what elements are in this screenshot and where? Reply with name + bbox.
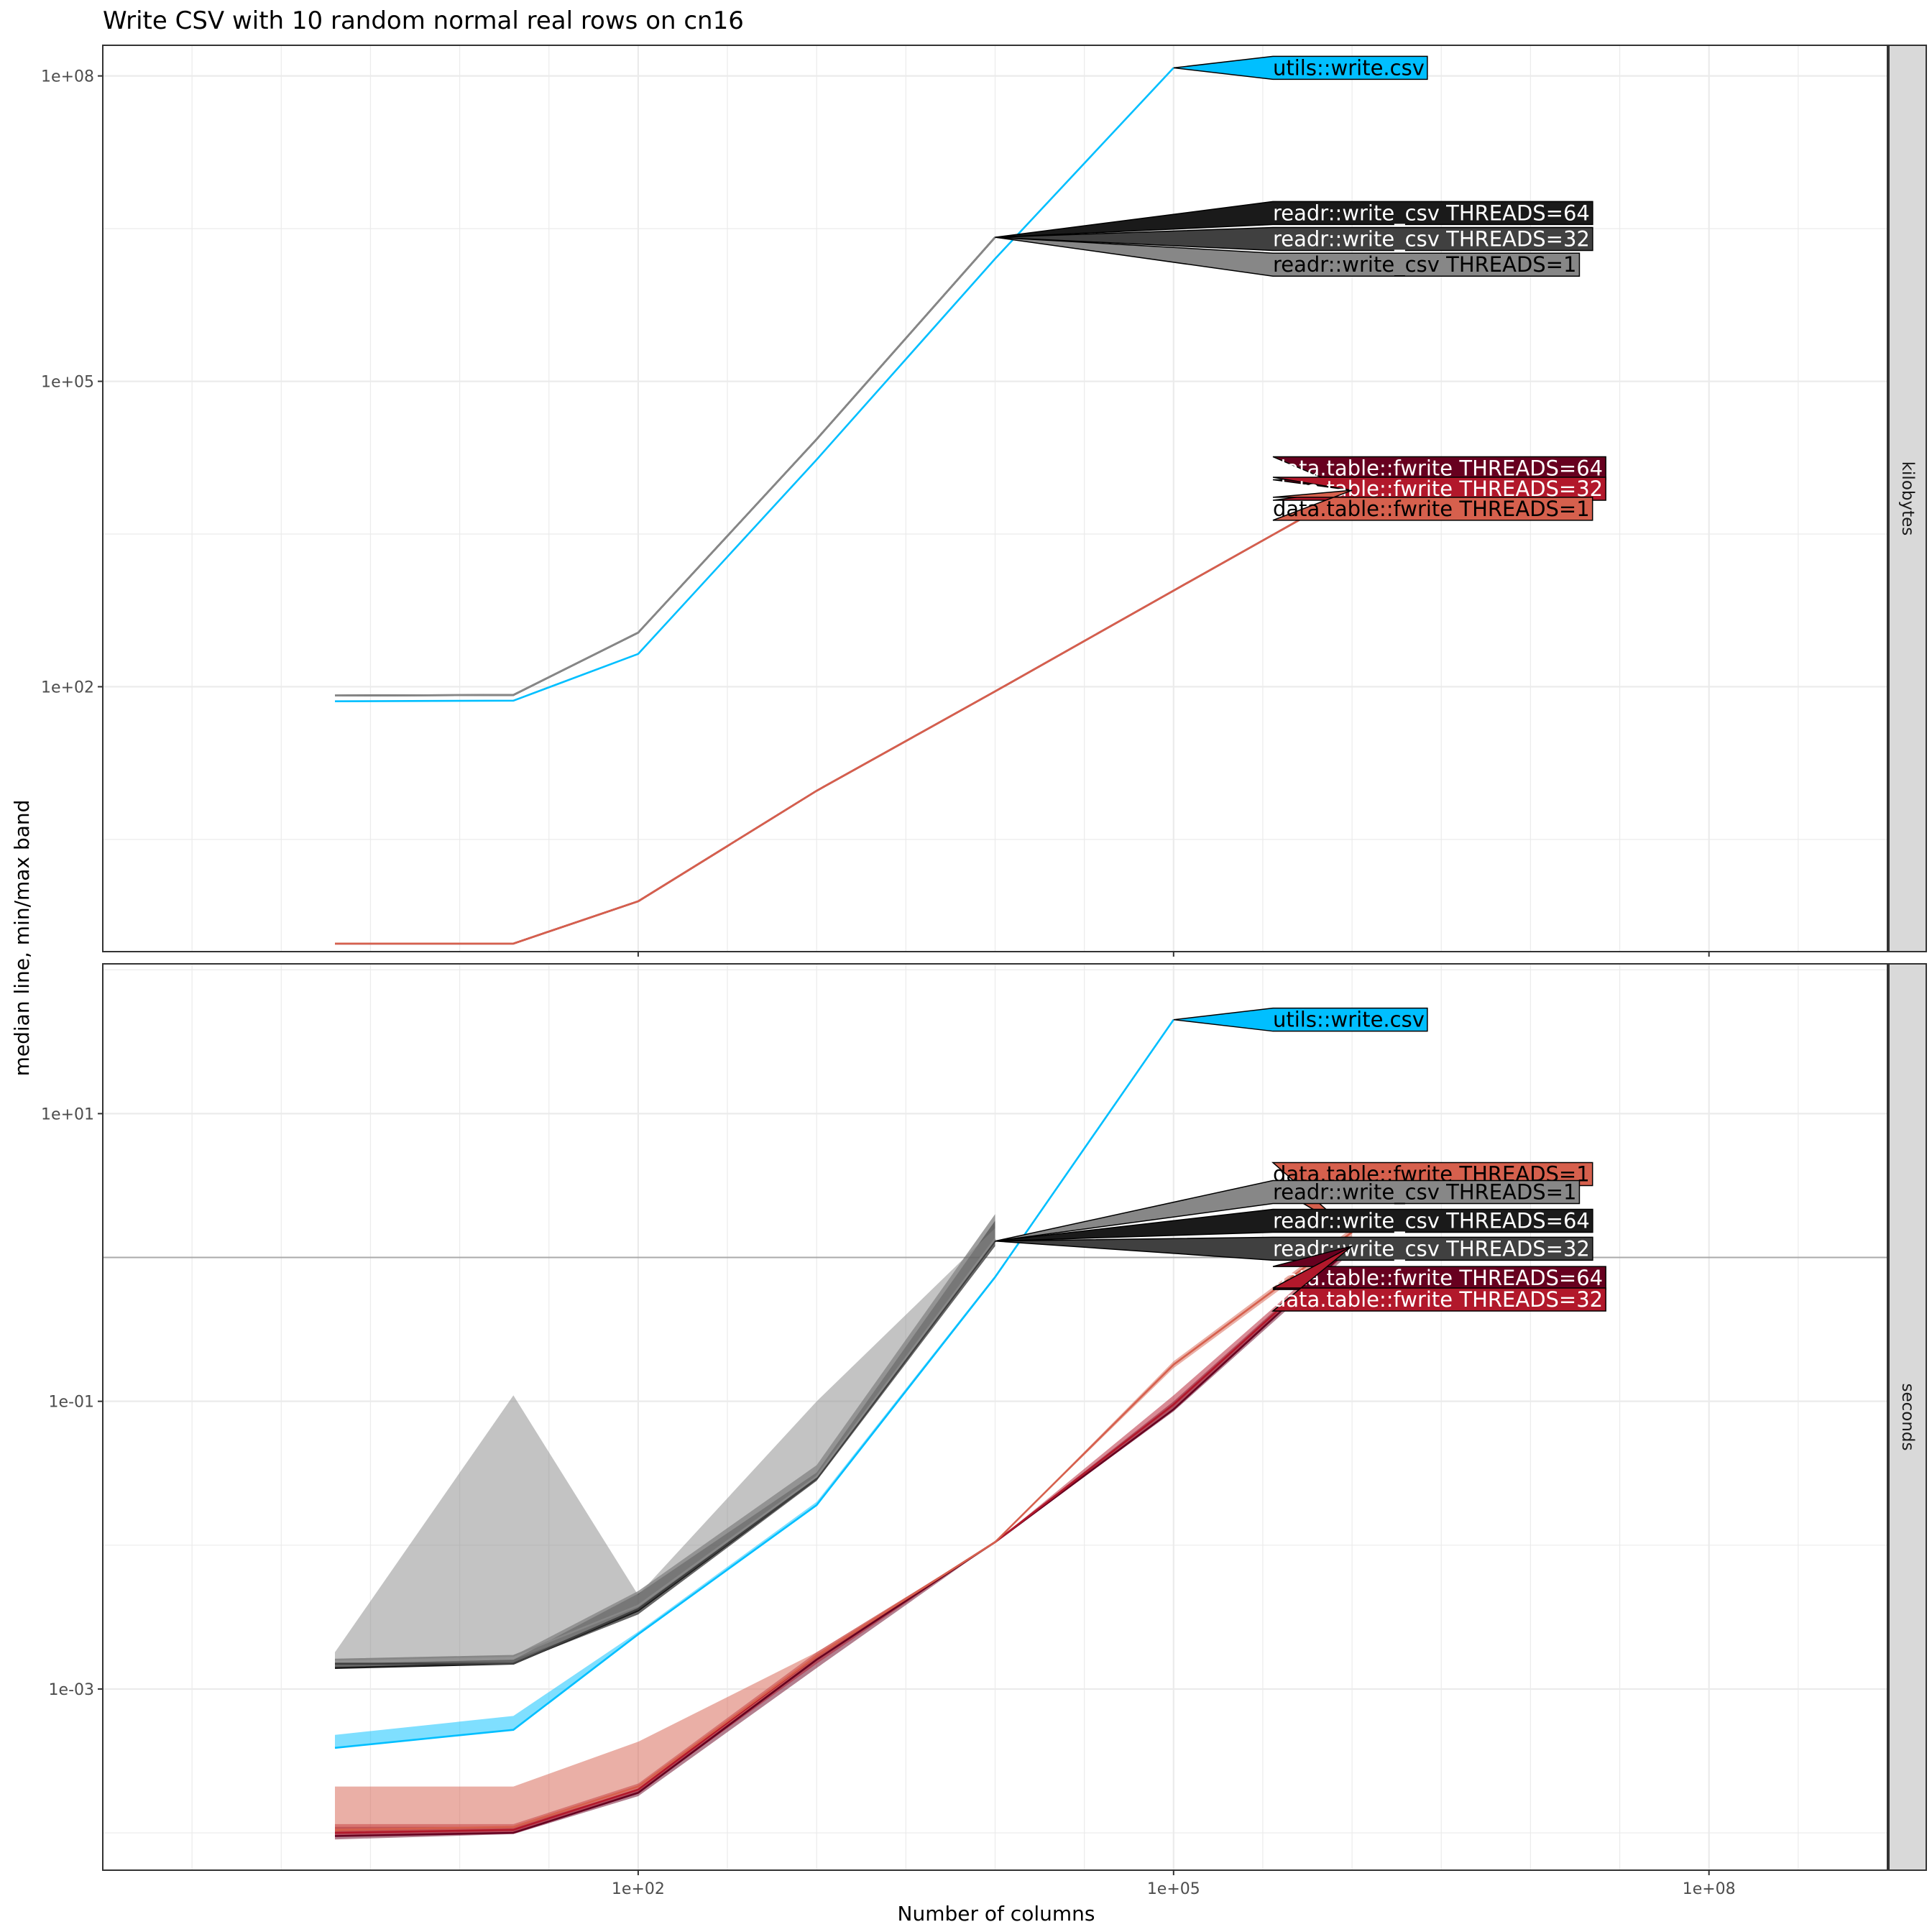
y-tick-label: 1e-03 [49, 1681, 94, 1699]
series-label-box [995, 226, 1593, 252]
x-tick-label: 1e+02 [612, 1880, 665, 1898]
gridlines [103, 964, 1887, 1870]
median-line-data.table::fwrite THREADS=1 [335, 489, 1353, 945]
series-label: data.table::fwrite THREADS=64 [1273, 1266, 1603, 1290]
series-label-box [995, 1179, 1581, 1242]
facet-strip [1888, 45, 1927, 952]
series-label: utils::write.csv [1273, 1008, 1425, 1032]
chart-title: Write CSV with 10 random normal real row… [103, 6, 744, 35]
median-line-readr::write_csv THREADS=1 [334, 1238, 996, 1661]
y-tick-label: 1e-01 [49, 1394, 94, 1412]
series-label-box [995, 236, 1581, 277]
y-axis-label: median line, min/max band [10, 800, 34, 1077]
series-label: readr::write_csv THREADS=64 [1273, 1208, 1590, 1233]
series-label-box [995, 1236, 1593, 1261]
series-label: readr::write_csv THREADS=64 [1273, 201, 1590, 225]
facet-strip [1888, 963, 1927, 1871]
series-label: readr::write_csv THREADS=1 [1273, 252, 1576, 277]
y-tick-label: 1e+01 [41, 1105, 94, 1123]
series-label: readr::write_csv THREADS=32 [1273, 227, 1590, 252]
series-label-box [1272, 456, 1606, 491]
series-label: data.table::fwrite THREADS=1 [1273, 497, 1590, 521]
x-axis-label: Number of columns [898, 1902, 1095, 1926]
facet-strip-label: seconds [1898, 1383, 1917, 1450]
x-tick-label: 1e+05 [1147, 1880, 1200, 1898]
facet-strip-label: kilobytes [1898, 461, 1917, 536]
series-label-box [1173, 1007, 1428, 1032]
series-label: readr::write_csv THREADS=1 [1273, 1180, 1576, 1205]
plot-area [334, 67, 1353, 945]
y-tick-label: 1e+05 [41, 374, 94, 392]
series-label: data.table::fwrite THREADS=64 [1273, 456, 1603, 480]
y-tick-label: 1e+02 [41, 678, 94, 696]
gridlines [103, 45, 1887, 952]
median-line-data.table::fwrite THREADS=1 [334, 1231, 1353, 1831]
median-line-utils::write.csv [334, 67, 1174, 703]
x-tick-label: 1e+08 [1683, 1880, 1736, 1898]
series-label-box [995, 1208, 1593, 1242]
series-label-box [1173, 55, 1428, 80]
series-label-box [1272, 477, 1606, 501]
median-line-data.table::fwrite THREADS=64 [334, 1245, 1353, 1837]
series-label-box [995, 201, 1593, 238]
band-readr::write_csv THREADS=1 [335, 1228, 995, 1664]
panel-border [102, 963, 1888, 1871]
median-line-readr::write_csv THREADS=1 [334, 236, 996, 697]
panel-border [102, 45, 1888, 952]
series-label-box [1272, 489, 1593, 521]
series-label: data.table::fwrite THREADS=32 [1273, 1287, 1603, 1312]
series-label-box [1271, 1246, 1606, 1312]
y-tick-label: 1e+08 [41, 68, 94, 86]
median-line-readr::write_csv THREADS=32 [335, 1240, 996, 1665]
series-label: utils::write.csv [1273, 55, 1425, 80]
